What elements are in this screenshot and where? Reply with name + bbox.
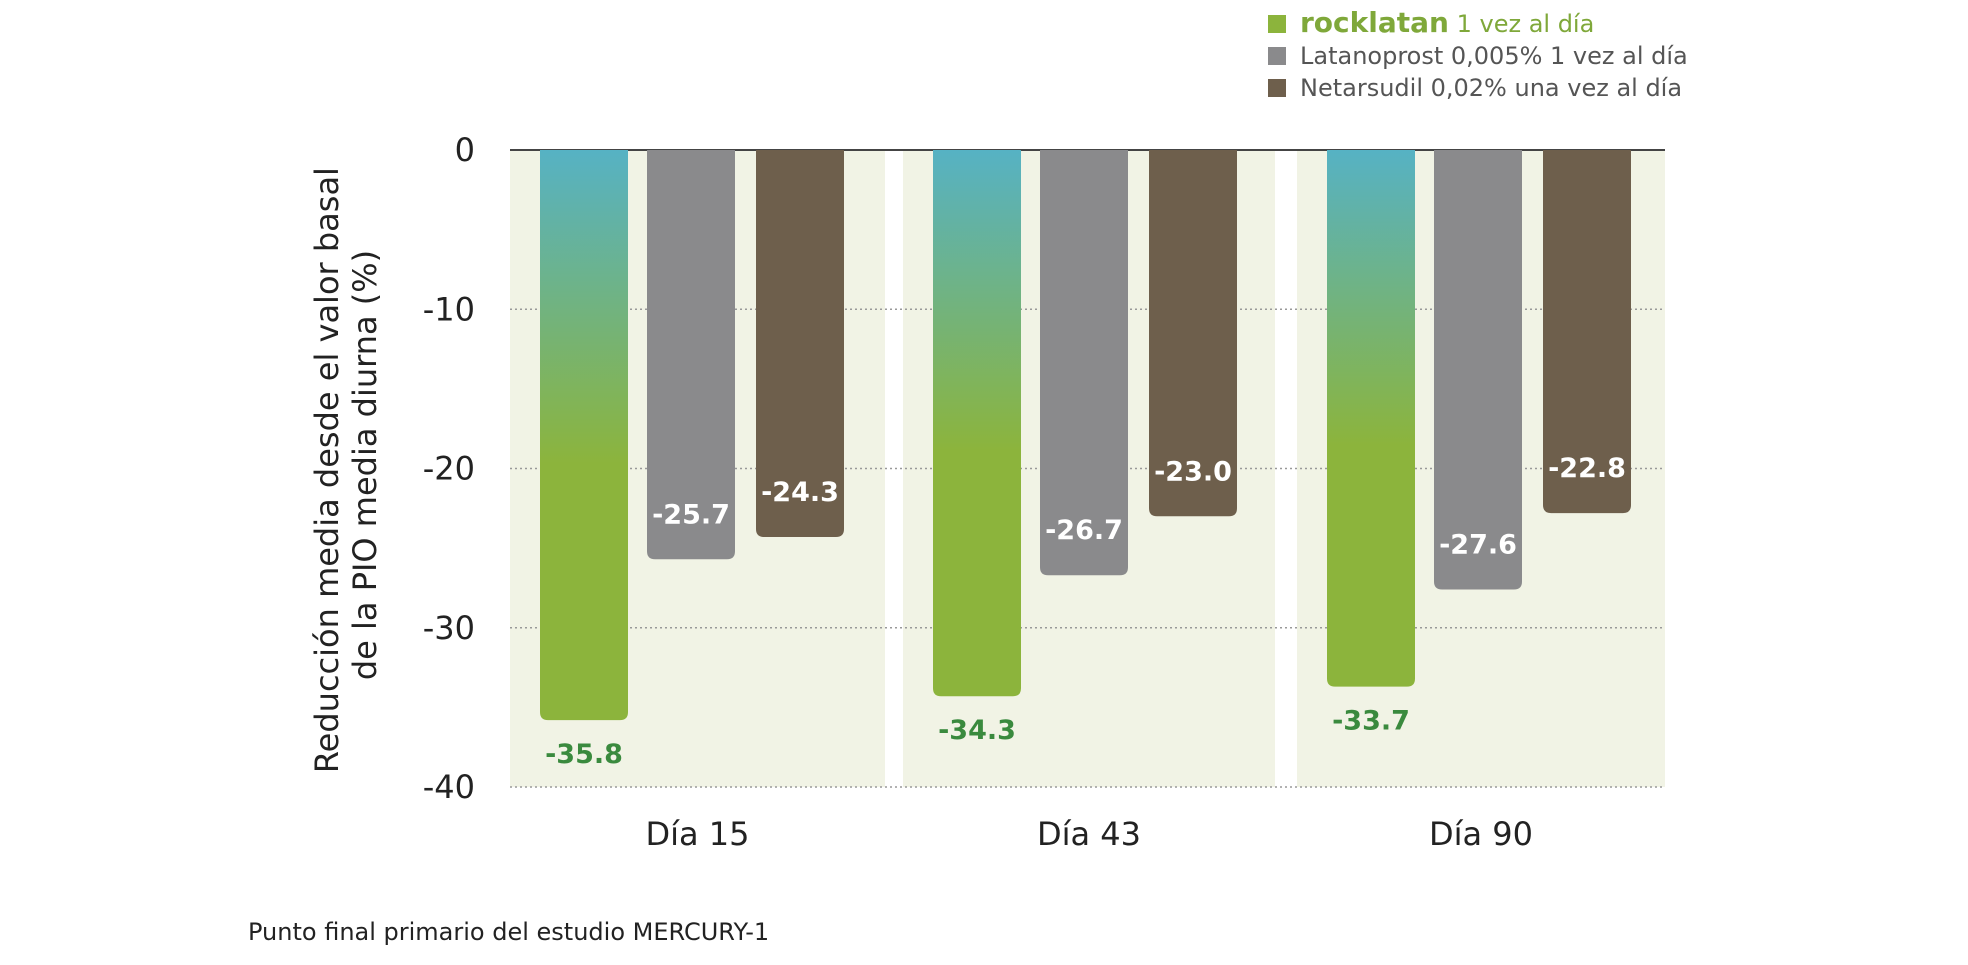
category-label-3: Día 90: [1429, 815, 1533, 853]
legend-label-2: Latanoprost 0,005% 1 vez al día: [1300, 42, 1688, 70]
bar-s2-c3: [1434, 150, 1522, 590]
legend: rocklatan 1 vez al día Latanoprost 0,005%…: [1268, 6, 1688, 102]
y-axis-title-line2: de la PIO media diurna (%): [346, 250, 384, 680]
y-tick-label-0: 0: [455, 131, 475, 169]
bar-s1-c3: [1327, 150, 1415, 687]
legend-swatch-1: [1268, 15, 1286, 33]
y-tick-label-3: -30: [423, 609, 475, 647]
bar-s3-c1: [756, 150, 844, 537]
data-label-s1-c2: -34.3: [938, 715, 1016, 746]
bar-s1-c2: [933, 150, 1021, 697]
y-axis: 0 -10 -20 -30 -40: [423, 131, 475, 806]
y-tick-label-4: -40: [423, 768, 475, 806]
footnote: Punto final primario del estudio MERCURY…: [248, 918, 770, 946]
legend-swatch-3: [1268, 79, 1286, 97]
data-label-s3-c3: -22.8: [1548, 453, 1626, 484]
bar-s2-c1: [647, 150, 735, 560]
legend-brand-name: rocklatan: [1300, 6, 1449, 39]
category-label-1: Día 15: [645, 815, 749, 853]
bar-s3-c3: [1543, 150, 1631, 514]
data-label-s2-c1: -25.7: [652, 499, 730, 530]
legend-label-1: rocklatan 1 vez al día: [1300, 6, 1594, 39]
legend-label-3: Netarsudil 0,02% una vez al día: [1300, 74, 1682, 102]
legend-swatch-2: [1268, 47, 1286, 65]
y-tick-label-1: -10: [423, 290, 475, 328]
bar-s2-c2: [1040, 150, 1128, 576]
y-tick-label-2: -20: [423, 450, 475, 488]
bar-s1-c1: [540, 150, 628, 721]
y-axis-title-line1: Reducción media desde el valor basal: [308, 167, 346, 773]
category-label-2: Día 43: [1037, 815, 1141, 853]
data-label-s2-c2: -26.7: [1045, 515, 1123, 546]
legend-brand-suffix: 1 vez al día: [1449, 10, 1594, 38]
x-axis-categories: Día 15 Día 43 Día 90: [645, 815, 1533, 853]
data-label-s1-c3: -33.7: [1332, 706, 1410, 737]
data-label-s1-c1: -35.8: [545, 739, 623, 770]
y-axis-title: Reducción media desde el valor basal de …: [308, 157, 384, 773]
bar-s3-c2: [1149, 150, 1237, 517]
bars: -35.8 -34.3 -33.7 -25.7 -26.7 -27.6 -24.3 -23.0…: [540, 150, 1631, 770]
data-label-s3-c2: -23.0: [1154, 456, 1232, 487]
data-label-s2-c3: -27.6: [1439, 530, 1517, 561]
data-label-s3-c1: -24.3: [761, 477, 839, 508]
